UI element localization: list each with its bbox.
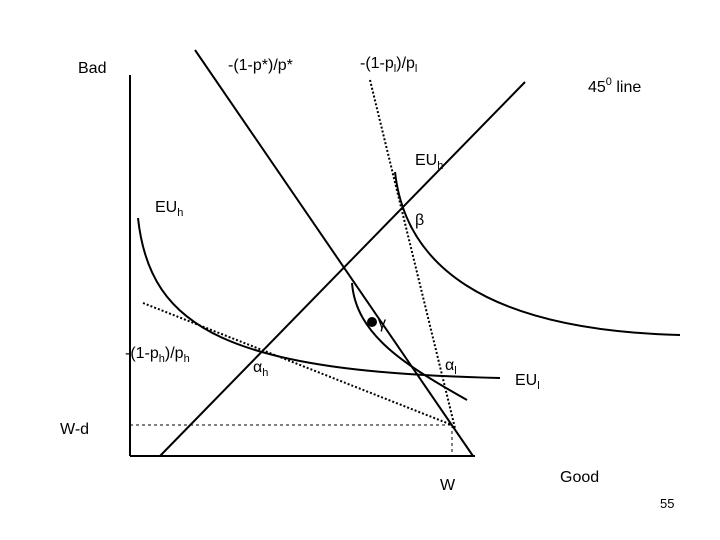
eu-h-lower-label: EUh (155, 199, 183, 219)
drawing (129, 49, 681, 457)
eu-h-upper-curve (394, 171, 681, 336)
line-45 (159, 81, 526, 457)
slope-h-label: -(1-ph)/ph (125, 345, 190, 365)
y-axis-label: Bad (78, 60, 106, 77)
slope-star-label: -(1-p*)/p* (228, 57, 293, 74)
slope-h-line (142, 302, 453, 426)
alpha-h-label: αh (253, 359, 268, 379)
eu-l-curve (351, 282, 468, 401)
slope-l-label: -(1-pl)/pl (360, 55, 417, 75)
beta-label: β (415, 212, 424, 229)
eu-h-lower-curve (137, 217, 501, 379)
wd-label: W-d (60, 421, 89, 438)
eu-h-upper-label: EUh (415, 152, 443, 172)
eu-l-label: EUl (515, 372, 540, 392)
page-number: 55 (660, 496, 674, 511)
x-axis-label: Good (560, 469, 599, 486)
budget-line (194, 49, 474, 457)
w-label: W (440, 477, 456, 494)
gamma-point (367, 317, 377, 327)
gamma-label: γ (378, 315, 386, 332)
line-45-label: 450 line (588, 76, 641, 96)
alpha-l-label: αl (445, 357, 457, 377)
